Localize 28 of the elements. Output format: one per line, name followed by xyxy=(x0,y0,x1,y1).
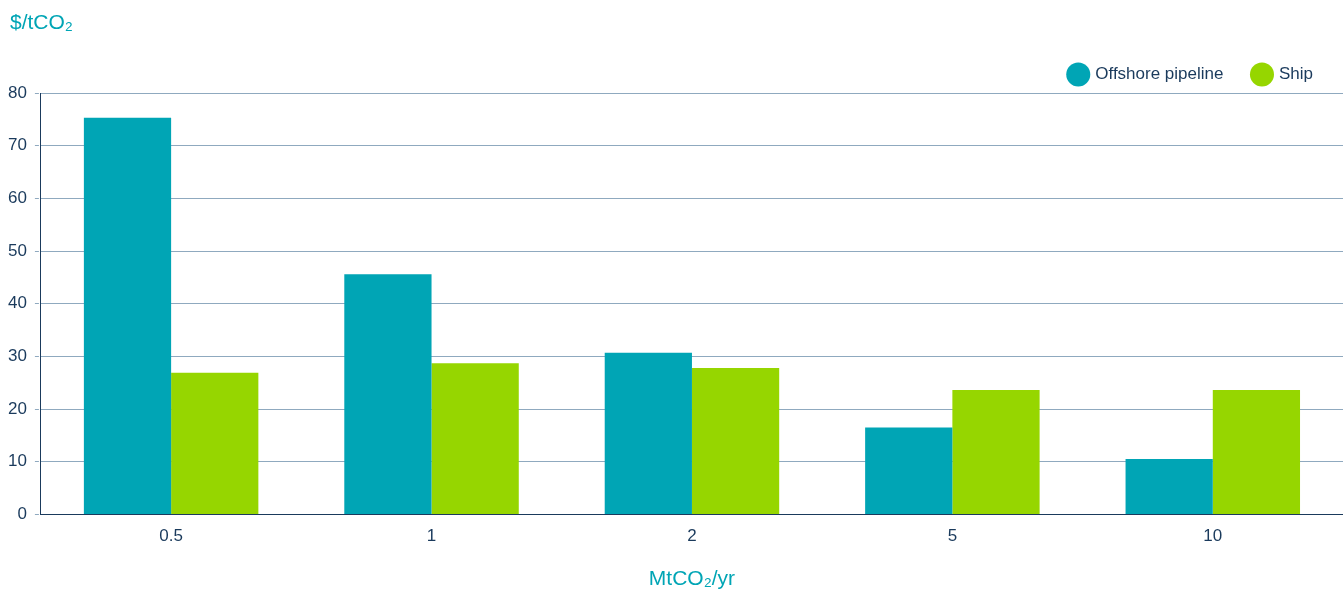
y-tick-label: 30 xyxy=(7,346,27,366)
y-tick-label: 60 xyxy=(7,188,27,208)
bar xyxy=(431,363,519,514)
y-tick-label: 80 xyxy=(7,82,27,102)
bar xyxy=(952,390,1040,514)
bar xyxy=(171,372,259,514)
x-axis-title: MtCO₂/yr xyxy=(648,566,736,590)
bar xyxy=(604,352,692,514)
y-axis-title: $/tCO₂ xyxy=(10,10,73,34)
x-tick-label: 2 xyxy=(687,526,697,546)
x-tick-label: 1 xyxy=(426,526,437,546)
y-tick-label: 20 xyxy=(7,398,27,418)
x-tick-label: 10 xyxy=(1203,526,1223,546)
legend-label: Ship xyxy=(1278,64,1314,84)
bar xyxy=(865,427,953,514)
y-tick-label: 0 xyxy=(17,504,27,524)
x-tick-label: 5 xyxy=(947,526,958,546)
legend-label: Offshore pipeline xyxy=(1095,64,1224,84)
bar xyxy=(344,274,432,514)
y-tick-label: 70 xyxy=(7,135,27,155)
bar xyxy=(1125,459,1213,514)
y-tick-label: 40 xyxy=(7,293,27,313)
y-tick-label: 10 xyxy=(7,451,27,471)
bar xyxy=(1212,390,1301,514)
y-tick-label: 50 xyxy=(7,240,27,260)
bar xyxy=(83,117,172,514)
x-tick-label: 0.5 xyxy=(159,526,183,546)
bar xyxy=(691,367,780,514)
